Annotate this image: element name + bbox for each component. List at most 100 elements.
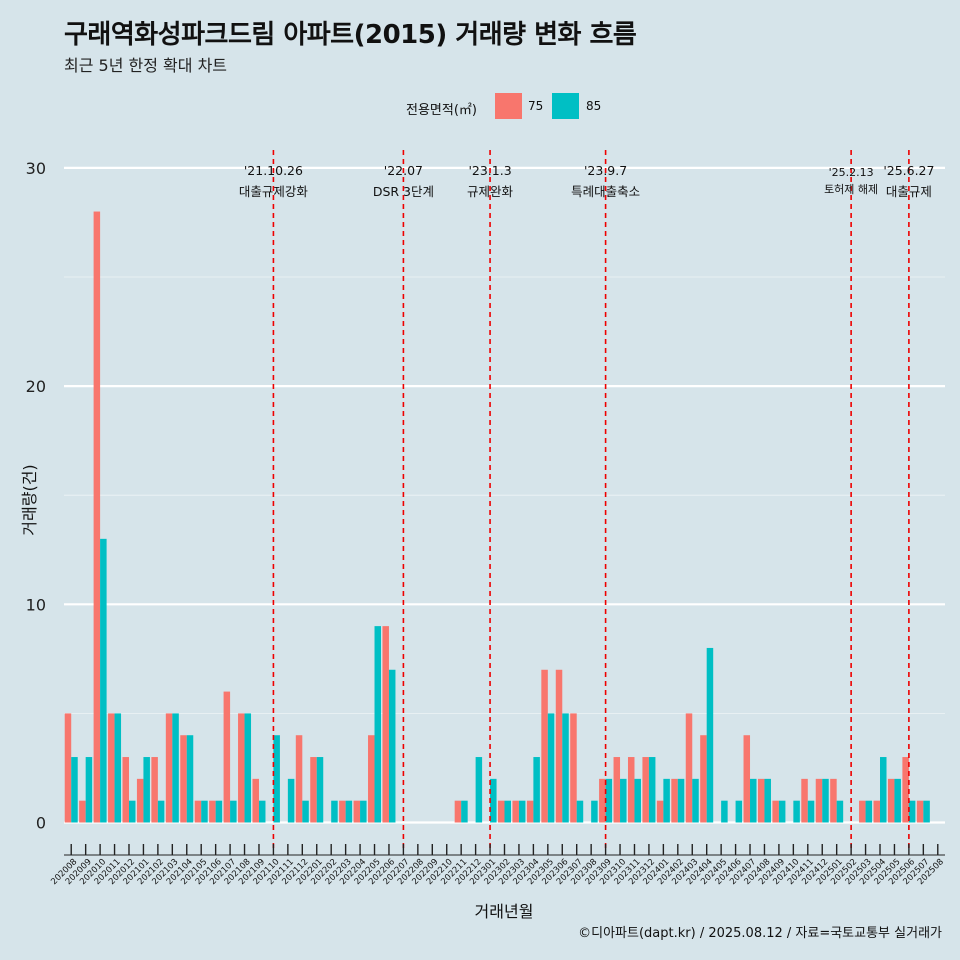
- chart-title: 구래역화성파크드림 아파트(2015) 거래량 변화 흐름: [64, 20, 637, 50]
- bar-85-202104: [186, 735, 194, 823]
- bar-75-202503: [859, 800, 866, 823]
- y-tick-label: 0: [36, 814, 46, 833]
- bar-75-202304: [526, 800, 534, 823]
- bar-85-202507: [923, 800, 930, 823]
- bar-85-202503: [865, 800, 873, 823]
- bar-85-202407: [750, 778, 757, 823]
- bar-85-202201: [316, 757, 324, 823]
- legend-key-85: [552, 93, 579, 119]
- bar-85-202205: [374, 626, 382, 823]
- event-markers: '21.10.26 대출규제강화 '22.07 DSR 3단계 '23.1.3 규제완화 '…: [239, 150, 934, 852]
- bar-75-202401: [656, 800, 664, 823]
- bar-85-202403: [692, 778, 699, 823]
- bar-75-202506: [902, 757, 909, 823]
- bar-85-202202: [331, 800, 338, 823]
- bar-85-202112: [302, 800, 309, 823]
- bar-85-202505: [894, 778, 901, 823]
- bar-75-202408: [757, 778, 765, 823]
- bar-75-202201: [310, 757, 317, 823]
- bars: [64, 211, 930, 823]
- bar-85-202109: [258, 800, 266, 823]
- bar-85-202301: [490, 778, 497, 823]
- bar-75-202105: [194, 800, 202, 823]
- chart-subtitle: 최근 5년 한정 확대 차트: [64, 56, 228, 75]
- event-date: '25.2.13: [829, 166, 874, 179]
- bar-75-202106: [209, 800, 216, 823]
- bar-85-202506: [908, 800, 916, 823]
- bar-85-202302: [504, 800, 511, 823]
- bar-85-202504: [880, 757, 887, 823]
- bar-85-202501: [836, 800, 844, 823]
- bar-85-202309: [605, 778, 613, 823]
- bar-85-202405: [721, 800, 728, 823]
- event-label: 대출규제: [886, 184, 932, 199]
- bar-85-202105: [201, 800, 208, 823]
- bar-75-202205: [368, 735, 375, 823]
- bar-75-202504: [873, 800, 881, 823]
- bar-75-202409: [772, 800, 779, 823]
- bar-85-202402: [677, 778, 685, 823]
- bar-85-202008: [71, 757, 78, 823]
- bar-75-202402: [671, 778, 678, 823]
- event-label: 특례대출축소: [571, 184, 640, 199]
- bar-75-202101: [136, 778, 144, 823]
- bar-85-202310: [620, 778, 627, 823]
- bar-85-202308: [591, 800, 598, 823]
- bar-85-202311: [634, 778, 641, 823]
- bar-75-202302: [498, 800, 505, 823]
- bar-85-202103: [172, 713, 179, 823]
- bar-85-202409: [778, 800, 786, 823]
- bar-85-202110: [273, 735, 280, 823]
- bar-75-202206: [382, 626, 389, 823]
- bar-75-202204: [353, 800, 361, 823]
- bar-75-202412: [815, 778, 823, 823]
- bar-75-202306: [555, 669, 563, 823]
- x-axis: 2020082020092020102020112020122021012021…: [49, 844, 946, 887]
- event-label: 대출규제강화: [239, 184, 309, 199]
- bar-75-202307: [570, 713, 577, 823]
- bar-75-202008: [64, 713, 72, 823]
- grid-lines: [64, 166, 945, 824]
- bar-75-202403: [685, 713, 693, 823]
- bar-85-202306: [562, 713, 569, 823]
- bar-75-202011: [108, 713, 115, 823]
- event-label: 규제완화: [467, 184, 514, 199]
- bar-85-202411: [807, 800, 815, 823]
- bar-85-202408: [764, 778, 771, 823]
- bar-75-202311: [627, 757, 635, 823]
- bar-75-202312: [642, 757, 649, 823]
- y-tick-label: 20: [26, 377, 46, 396]
- event-date: '22.07: [384, 163, 423, 178]
- bar-85-202305: [547, 713, 555, 823]
- event-date: '25.6.27: [883, 163, 934, 178]
- bar-85-202012: [128, 800, 136, 823]
- bar-85-202206: [388, 669, 396, 823]
- bar-85-202009: [85, 757, 93, 823]
- bar-75-202102: [151, 757, 158, 823]
- bar-75-202107: [223, 691, 231, 823]
- bar-85-202011: [114, 713, 122, 823]
- legend-title: 전용면적(㎡): [406, 103, 477, 118]
- bar-85-202410: [793, 800, 800, 823]
- bar-85-202404: [706, 647, 714, 823]
- bar-85-202204: [360, 800, 367, 823]
- x-axis-label: 거래년월: [474, 902, 534, 921]
- bar-75-202407: [743, 735, 751, 823]
- legend-label-75: 75: [528, 99, 544, 113]
- bar-85-202211: [461, 800, 468, 823]
- event-date: '23.9.7: [584, 163, 627, 178]
- y-tick-labels: 0 10 20 30: [26, 159, 46, 833]
- bar-85-202307: [576, 800, 584, 823]
- bar-85-202406: [735, 800, 743, 823]
- bar-85-202401: [663, 778, 670, 823]
- bar-75-202310: [613, 757, 621, 823]
- bar-75-202305: [541, 669, 548, 823]
- bar-85-202107: [230, 800, 237, 823]
- bar-85-202111: [287, 778, 295, 823]
- event-label: 토허제 해제: [824, 182, 878, 196]
- bar-75-202404: [700, 735, 707, 823]
- event-label: DSR 3단계: [373, 184, 434, 199]
- bar-75-202108: [238, 713, 245, 823]
- y-tick-label: 10: [26, 595, 46, 614]
